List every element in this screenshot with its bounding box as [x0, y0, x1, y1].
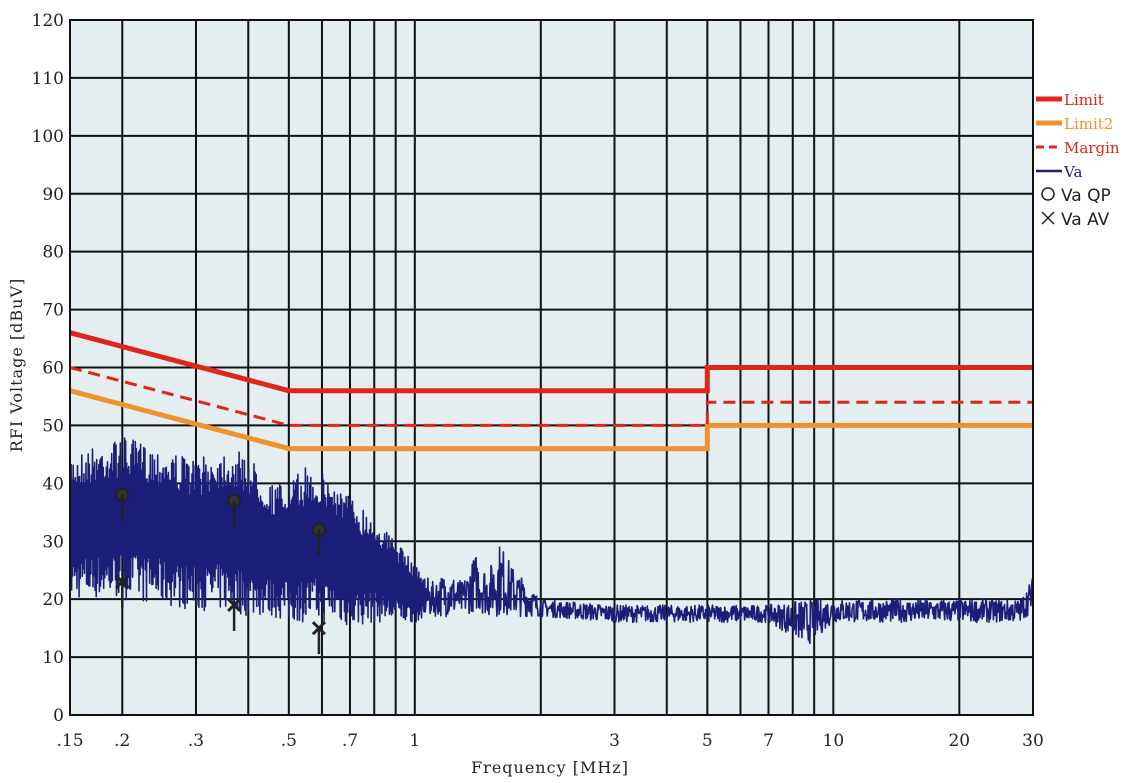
- legend-item: Va AV: [1041, 210, 1110, 230]
- x-tick-label: .5: [281, 731, 297, 751]
- series-line-va: [69, 437, 1034, 645]
- legend-swatch: [1041, 187, 1055, 201]
- x-tick-labels: .15 .2 .3 .5 .7 1 3 5 7 10 20 30: [56, 731, 1043, 751]
- y-tick-label: 60: [42, 359, 64, 379]
- y-axis-label: RFI Voltage [dBuV]: [7, 278, 26, 453]
- legend-item: Margin: [1036, 139, 1120, 157]
- x-tick-label: .3: [188, 731, 204, 751]
- x-tick-label: .2: [114, 731, 130, 751]
- y-tick-label: 40: [42, 474, 64, 494]
- x-axis-label: Frequency [MHz]: [471, 758, 629, 777]
- series-line-limit2: [69, 388, 1033, 452]
- plot-frame: [69, 19, 1034, 716]
- legend-label: Va AV: [1061, 210, 1110, 230]
- x-tick-label: 3: [609, 731, 620, 751]
- legend-label: Margin: [1064, 139, 1120, 157]
- x-tick-label: 1: [409, 731, 420, 751]
- y-tick-label: 120: [32, 11, 64, 31]
- legend-label: Va QP: [1061, 186, 1111, 206]
- x-tick-label: 5: [702, 731, 713, 751]
- markers-layer: [115, 487, 326, 655]
- grid: [70, 20, 1033, 715]
- y-tick-label: 10: [42, 648, 64, 668]
- x-tick-label: 30: [1022, 731, 1044, 751]
- x-tick-label: .7: [342, 731, 358, 751]
- legend: Limit Limit2 Margin Va Va QP Va AV: [1036, 91, 1120, 230]
- legend-item: Limit: [1036, 91, 1104, 109]
- legend-label: Va: [1063, 163, 1082, 181]
- y-tick-label: 100: [32, 127, 64, 147]
- legend-swatch: [1041, 211, 1055, 225]
- y-tick-label: 50: [42, 416, 64, 436]
- x-tick-label: 7: [763, 731, 774, 751]
- series-layer: [69, 330, 1034, 645]
- y-tick-label: 30: [42, 532, 64, 552]
- legend-item: Va: [1036, 163, 1082, 181]
- y-tick-label: 110: [32, 69, 64, 89]
- x-tick-label: .15: [56, 731, 83, 751]
- legend-item: Limit2: [1036, 115, 1113, 133]
- y-tick-label: 70: [42, 301, 64, 321]
- y-tick-label: 90: [42, 185, 64, 205]
- y-tick-labels: 0 10 20 30 40 50 60 70 80 90 100 110 120: [32, 11, 64, 726]
- legend-item: Va QP: [1041, 186, 1111, 206]
- y-tick-label: 20: [42, 590, 64, 610]
- x-tick-label: 10: [823, 731, 845, 751]
- y-tick-label: 80: [42, 243, 64, 263]
- legend-label: Limit2: [1064, 115, 1113, 133]
- x-tick-label: 20: [948, 731, 970, 751]
- legend-label: Limit: [1064, 91, 1104, 109]
- y-tick-label: 0: [53, 706, 64, 726]
- series-line-limit: [69, 330, 1033, 394]
